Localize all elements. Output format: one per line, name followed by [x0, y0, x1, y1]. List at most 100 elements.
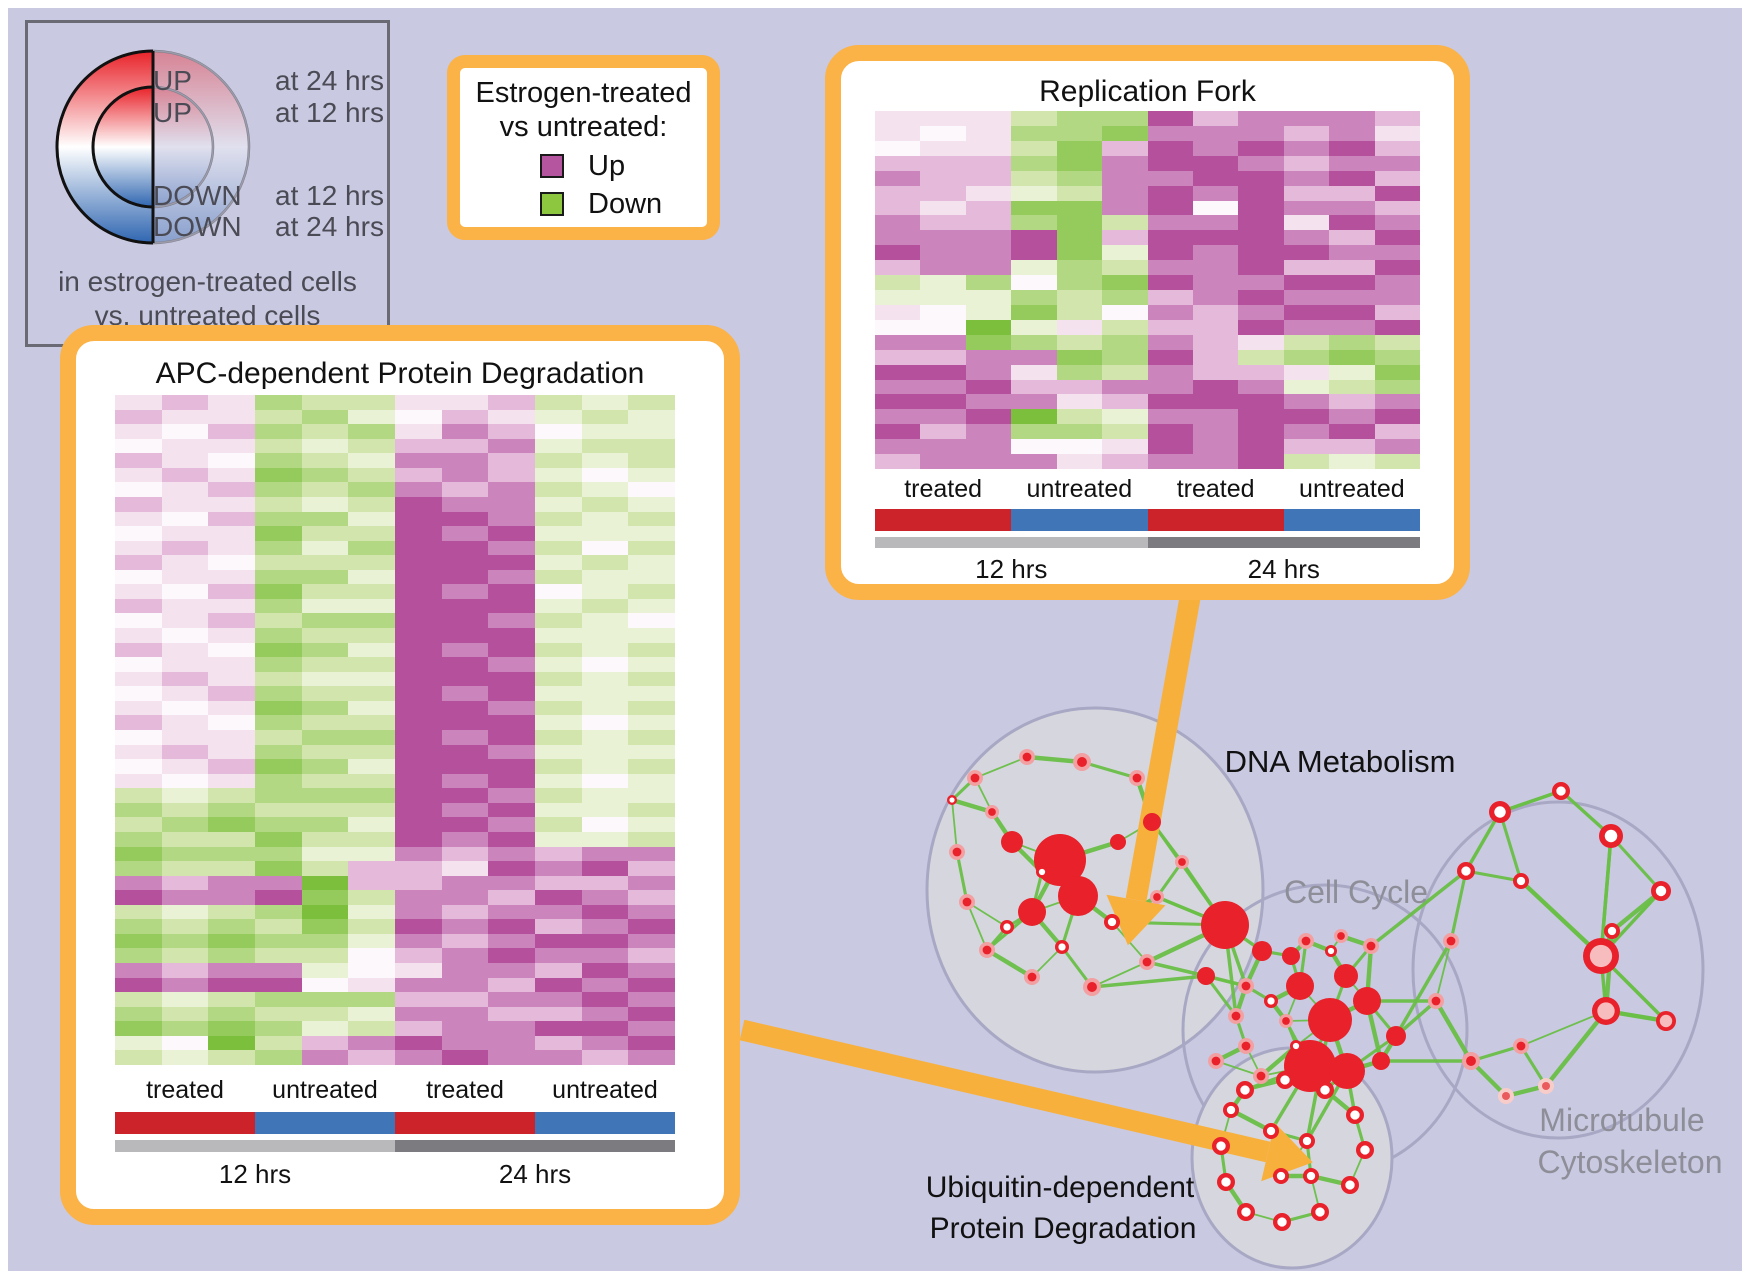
network-edge: [1464, 811, 1502, 872]
heatmap-cell: [920, 394, 966, 410]
heatmap-cell: [581, 657, 629, 672]
rf-group-label: untreated: [1026, 475, 1133, 503]
updown-time: at 24 hrs: [275, 65, 384, 96]
heatmap-cell: [1056, 454, 1103, 469]
apc-24hr-label: 24 hrs: [498, 1159, 572, 1189]
heatmap-cell: [581, 526, 629, 541]
heatmap-cell: [208, 409, 255, 425]
heatmap-cell: [581, 686, 629, 701]
heatmap-cell: [581, 919, 629, 934]
heatmap-cell: [1056, 424, 1103, 440]
heatmap-cell: [488, 424, 535, 439]
heatmap-cell: [581, 788, 629, 803]
heatmap-cell: [441, 438, 489, 454]
heatmap-cell: [441, 395, 489, 410]
heatmap-cell: [965, 319, 1012, 335]
heatmap-cell: [488, 977, 535, 993]
network-node: [1001, 831, 1023, 853]
heatmap-cell: [115, 890, 162, 905]
heatmap-cell: [348, 424, 395, 439]
heatmap-cell: [1147, 334, 1193, 350]
heatmap-cell: [875, 424, 921, 440]
heatmap-cell: [535, 861, 582, 876]
heatmap-cell: [161, 817, 209, 832]
heatmap-cell: [1102, 215, 1148, 231]
heatmap-cell: [1192, 439, 1239, 455]
heatmap-cell: [348, 875, 395, 891]
heatmap-cell: [161, 657, 209, 672]
heatmap-cell: [1102, 364, 1148, 380]
heatmap-cell: [441, 817, 489, 832]
network-node-core: [1038, 868, 1046, 876]
rf-12hr-bar: [875, 537, 1148, 548]
heatmap-cell: [1329, 260, 1375, 276]
heatmap-cell: [1102, 260, 1148, 276]
heatmap-cell: [348, 759, 395, 774]
heatmap-cell: [208, 482, 255, 497]
heatmap-cell: [255, 424, 302, 439]
heatmap-cell: [1283, 454, 1330, 469]
heatmap-cell: [161, 555, 209, 570]
heatmap-cell: [1238, 454, 1284, 469]
network-node: [1334, 964, 1358, 988]
heatmap-cell: [161, 715, 209, 730]
heatmap-cell: [875, 439, 921, 455]
network-node-core: [1301, 936, 1311, 946]
heatmap-cell: [1238, 185, 1284, 201]
heatmap-cell: [255, 496, 302, 512]
heatmap-cell: [161, 729, 209, 745]
heatmap-cell: [875, 111, 921, 126]
ring-fade-overlay: [153, 47, 253, 247]
network-node: [1286, 972, 1314, 1000]
network-edge: [1498, 811, 1523, 882]
heatmap-cell: [395, 598, 442, 614]
heatmap-cell: [301, 395, 349, 410]
rf-untreated-bar-12: [1011, 509, 1148, 531]
network-node-core: [1282, 1017, 1290, 1025]
heatmap-cell: [441, 628, 489, 643]
heatmap-cell: [581, 569, 629, 585]
heatmap-cell: [255, 948, 302, 964]
heatmap-cell: [395, 846, 442, 862]
apc-24hr-bar: [395, 1140, 675, 1152]
heatmap-cell: [395, 671, 442, 687]
heatmap-cell: [348, 817, 395, 832]
heatmap-cell: [348, 948, 395, 964]
heatmap-cell: [301, 642, 349, 658]
heatmap-cell: [535, 613, 582, 629]
network-node-core: [1466, 1056, 1476, 1066]
heatmap-cell: [1329, 424, 1375, 440]
heatmap-cell: [1238, 319, 1284, 335]
network-node-core: [1221, 1177, 1231, 1187]
heatmap-cell: [301, 424, 349, 439]
heatmap-cell: [348, 409, 395, 425]
heatmap-cell: [535, 890, 582, 905]
heatmap-cell: [115, 526, 162, 541]
heatmap-cell: [1329, 140, 1375, 156]
heatmap-cell: [1056, 394, 1103, 410]
heatmap-cell: [395, 700, 442, 716]
heatmap-cell: [1147, 409, 1193, 425]
rf-time-bar: [875, 537, 1420, 548]
heatmap-cell: [115, 904, 162, 920]
apc-treated-bar-24: [395, 1112, 535, 1134]
heatmap-cell: [395, 875, 442, 891]
heatmap-cell: [1011, 334, 1057, 350]
heatmap-cell: [628, 657, 675, 672]
heatmap-cell: [535, 933, 582, 949]
heatmap-cell: [875, 215, 921, 231]
heatmap-cell: [161, 453, 209, 468]
heatmap-cell: [920, 170, 966, 186]
heatmap-cell: [1238, 304, 1284, 320]
heatmap-cell: [161, 409, 209, 425]
heatmap-cell: [395, 802, 442, 818]
heatmap-cell: [115, 613, 162, 629]
heatmap-cell: [255, 613, 302, 629]
apc-12hr-bar: [115, 1140, 395, 1152]
heatmap-cell: [115, 657, 162, 672]
heatmap-cell: [1283, 111, 1330, 126]
updown-entry: UP at 12 hrs: [28, 98, 387, 128]
heatmap-cell: [628, 933, 675, 949]
heatmap-cell: [208, 890, 255, 905]
heatmap-cell: [255, 569, 302, 585]
